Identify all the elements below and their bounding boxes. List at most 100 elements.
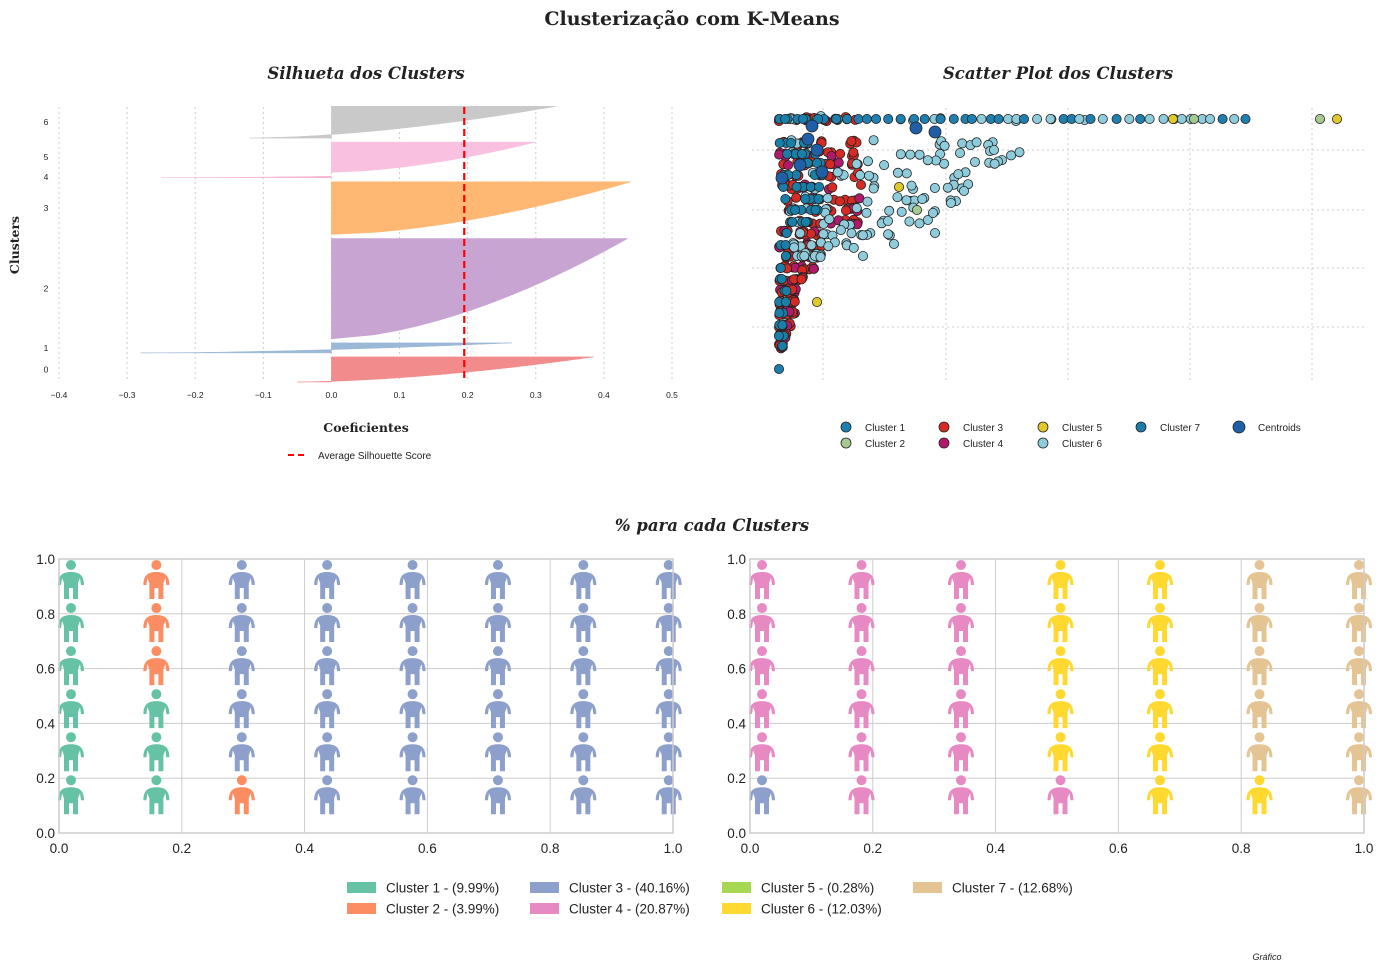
person-body [570,615,597,643]
person-head [1254,775,1265,786]
scatter-point [789,242,800,253]
waffle-left-ytick: 0.8 [36,607,55,622]
scatter-point [827,182,838,193]
person-head [578,603,589,614]
scatter-point [858,250,869,261]
person-head [757,646,767,657]
person-body [1346,572,1373,599]
person-body [1346,744,1373,772]
scatter-legend-label: Cluster 1 [865,423,905,434]
person-body [228,658,255,686]
waffle-right-person-icon [848,560,875,599]
scatter-point [834,196,845,207]
silhouette-xtick: −0.4 [51,390,68,400]
person-head [407,603,418,614]
person-head [1254,732,1265,743]
scatter-point [789,296,800,307]
person-body [228,615,255,643]
silhouette-band-cluster-4 [161,175,332,178]
person-body [314,658,341,686]
person-body [570,787,597,815]
waffle-right-person-icon [1147,775,1174,815]
scatter-point [930,227,941,238]
scatter-point [1144,114,1155,125]
silhouette-xtick: 0.1 [394,390,406,400]
waffle-right-person-icon [1246,603,1273,643]
waffle-right-person-icon [948,603,975,643]
waffle-left-xtick: 0.2 [172,841,191,856]
person-body [749,787,775,815]
waffle-left-person-icon [570,732,597,772]
scatter-point [946,197,957,208]
scatter-point [894,181,905,192]
person-head [1055,603,1066,614]
waffle-legend-label: Cluster 7 - (12.68%) [952,881,1073,896]
person-body [655,658,682,686]
person-body [1147,701,1174,729]
person-body [484,615,511,643]
scatter-point [848,242,859,253]
scatter-legend-marker [1037,421,1049,433]
person-body [399,744,426,772]
scatter-point [1229,114,1240,125]
waffle-right-person-icon [1346,603,1373,643]
scatter-point [800,193,811,204]
scatter-point [786,137,797,148]
waffle-right-person-icon [848,775,875,815]
silhouette-band-cluster-5 [331,141,536,173]
waffle-title: % para cada Clusters [615,516,809,535]
scatter-point [1124,114,1135,125]
scatter-point [895,114,906,125]
waffle-right-person-icon [1147,560,1174,599]
person-head [757,560,767,570]
person-head [236,732,247,743]
waffle-left-person-icon [314,646,341,686]
silhouette-xtick: 0.4 [598,390,610,400]
waffle-right-xtick: 1.0 [1355,841,1374,856]
person-head [1354,689,1365,700]
person-body [1246,658,1273,686]
person-body [749,572,775,599]
person-body [484,701,511,729]
scatter-legend-marker [938,437,950,449]
waffle-legend-swatch [530,882,559,893]
scatter-point [814,181,825,192]
waffle-right-xtick: 0.2 [863,841,882,856]
person-head [492,689,503,700]
waffle-right-person-icon [948,646,975,686]
person-body [655,787,682,815]
scatter-point [790,204,801,215]
person-body [1346,615,1373,643]
person-body [143,701,170,729]
waffle-left-person-icon [228,689,255,729]
person-head [663,732,674,743]
waffle-left-person-icon [143,560,170,599]
person-body [228,701,255,729]
person-body [1047,701,1074,729]
person-head [856,560,867,570]
scatter-point [929,182,940,193]
person-body [314,744,341,772]
waffle-left-person-icon [58,732,84,772]
person-head [1254,646,1265,657]
person-body [1047,787,1074,815]
waffle-left-person-icon [314,775,341,815]
person-head [1354,603,1365,614]
scatter-point [795,228,806,239]
waffle-left-person-icon [655,732,682,772]
waffle-right-frame [749,558,1365,834]
person-body [399,658,426,686]
scatter-point [1032,114,1043,125]
person-head [322,603,333,614]
silhouette-cluster-label: 4 [44,172,49,182]
person-body [570,744,597,772]
silhouette-xlabel: Coeficientes [323,420,409,435]
footer-label: Gráfico [1252,952,1281,962]
person-body [399,572,426,599]
scatter-point [841,205,852,216]
person-head [1354,560,1365,570]
waffle-left-ytick: 0.4 [36,716,55,731]
waffle-right-xtick: 0.4 [986,841,1005,856]
waffle-legend-label: Cluster 2 - (3.99%) [386,902,499,917]
